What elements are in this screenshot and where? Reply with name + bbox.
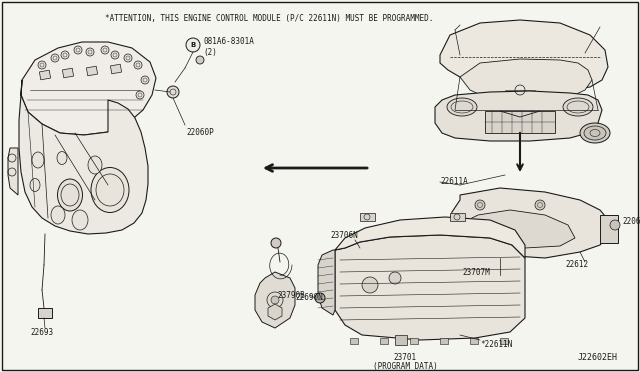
Circle shape (555, 235, 565, 245)
Circle shape (86, 48, 94, 56)
Ellipse shape (563, 98, 593, 116)
Polygon shape (435, 91, 602, 141)
Polygon shape (440, 20, 608, 91)
Polygon shape (465, 210, 575, 248)
Text: (PROGRAM DATA): (PROGRAM DATA) (372, 362, 437, 371)
Text: *ATTENTION, THIS ENGINE CONTROL MODULE (P/C 22611N) MUST BE PROGRAMMED.: *ATTENTION, THIS ENGINE CONTROL MODULE (… (105, 14, 433, 23)
Bar (86, 66, 98, 76)
Circle shape (389, 272, 401, 284)
Polygon shape (318, 250, 335, 315)
Text: 22612: 22612 (565, 260, 588, 269)
Circle shape (535, 200, 545, 210)
Bar (40, 70, 51, 80)
Circle shape (51, 54, 59, 62)
Polygon shape (268, 304, 282, 320)
Circle shape (186, 38, 200, 52)
Text: 23707M: 23707M (462, 268, 490, 277)
Circle shape (111, 51, 119, 59)
Bar (350, 338, 358, 344)
Polygon shape (335, 217, 525, 258)
Circle shape (475, 200, 485, 210)
Ellipse shape (57, 151, 67, 164)
Ellipse shape (584, 126, 606, 140)
Bar (470, 338, 478, 344)
Ellipse shape (32, 152, 44, 168)
Circle shape (315, 293, 325, 303)
Circle shape (124, 54, 132, 62)
Circle shape (141, 76, 149, 84)
Polygon shape (19, 80, 148, 234)
Ellipse shape (72, 210, 88, 230)
Bar (410, 338, 418, 344)
Circle shape (271, 296, 279, 304)
Text: B: B (190, 42, 196, 48)
Text: (2): (2) (203, 48, 217, 58)
Circle shape (610, 220, 620, 230)
Ellipse shape (447, 98, 477, 116)
Circle shape (134, 61, 142, 69)
Ellipse shape (51, 206, 65, 224)
Circle shape (136, 91, 144, 99)
Polygon shape (255, 272, 295, 328)
Bar (440, 338, 448, 344)
Circle shape (38, 61, 46, 69)
Text: 22690N: 22690N (295, 294, 323, 302)
Text: J22602EH: J22602EH (578, 353, 618, 362)
Circle shape (465, 230, 475, 240)
Circle shape (101, 46, 109, 54)
Text: 22611A: 22611A (440, 177, 468, 186)
Circle shape (196, 56, 204, 64)
Circle shape (74, 46, 82, 54)
Ellipse shape (91, 167, 129, 212)
Text: 23701: 23701 (394, 353, 417, 362)
Ellipse shape (580, 123, 610, 143)
Text: 22061A: 22061A (622, 218, 640, 227)
Circle shape (362, 277, 378, 293)
Bar (360, 213, 375, 221)
Polygon shape (8, 148, 18, 195)
Ellipse shape (88, 156, 102, 174)
Polygon shape (460, 59, 592, 100)
Text: 23706N: 23706N (330, 231, 358, 240)
Bar (38, 308, 52, 318)
Bar (62, 68, 74, 78)
Polygon shape (335, 235, 525, 340)
Bar (600, 215, 618, 243)
Bar (450, 213, 465, 221)
Text: 23790B: 23790B (277, 291, 305, 299)
Bar (380, 338, 388, 344)
Text: 22060P: 22060P (186, 128, 214, 137)
Bar (395, 335, 407, 345)
Ellipse shape (30, 179, 40, 192)
Polygon shape (21, 42, 156, 135)
Bar (500, 338, 508, 344)
Ellipse shape (58, 179, 83, 211)
Bar (110, 64, 122, 74)
Circle shape (271, 238, 281, 248)
Circle shape (167, 86, 179, 98)
Text: 22693: 22693 (30, 328, 53, 337)
Polygon shape (448, 188, 610, 258)
Text: 081A6-8301A: 081A6-8301A (203, 38, 254, 46)
Text: *22611N: *22611N (480, 340, 513, 349)
Bar (485, 111, 555, 133)
Circle shape (61, 51, 69, 59)
